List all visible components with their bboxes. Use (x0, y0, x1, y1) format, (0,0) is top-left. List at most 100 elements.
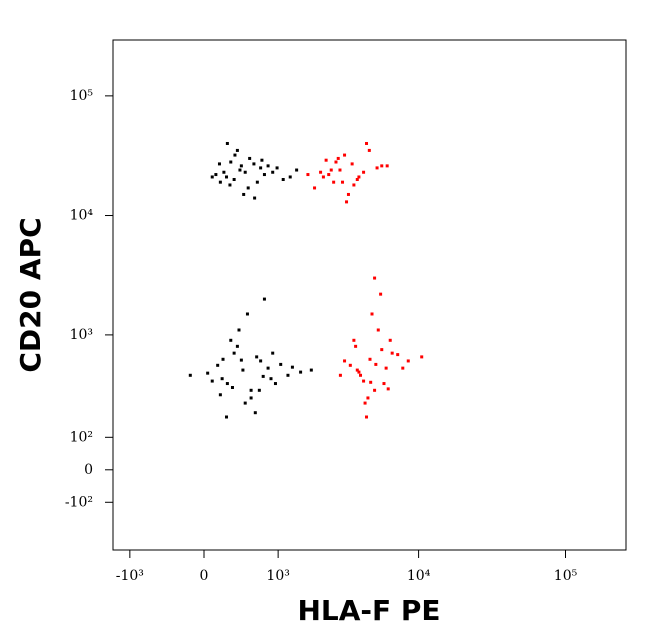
dot (380, 164, 384, 168)
dot (238, 168, 242, 172)
dot (233, 153, 237, 157)
dot (367, 148, 371, 152)
dot (255, 355, 259, 359)
dot (352, 183, 356, 187)
dot (376, 328, 380, 332)
dot (225, 141, 229, 145)
dot (386, 387, 390, 391)
dot (266, 164, 270, 168)
y-tick-label: -10² (65, 494, 93, 510)
dot (362, 379, 366, 383)
dot (271, 170, 275, 174)
dot (188, 373, 192, 377)
dot (220, 377, 224, 381)
dot (225, 382, 229, 386)
dot (255, 180, 259, 184)
dot (286, 373, 290, 377)
dot (355, 368, 359, 372)
dot (230, 386, 234, 390)
dot (379, 292, 383, 296)
dot (232, 178, 236, 182)
dot (242, 192, 246, 196)
dot (229, 160, 233, 164)
dot (245, 312, 249, 316)
dot (253, 411, 257, 415)
dot (327, 173, 331, 177)
dot (206, 371, 210, 375)
dot (368, 357, 372, 361)
dot (370, 312, 374, 316)
dot (329, 168, 333, 172)
dot (420, 355, 424, 359)
dot (279, 362, 283, 366)
dot (319, 170, 323, 174)
dot (357, 370, 361, 374)
dot (321, 175, 325, 179)
dot (259, 166, 263, 170)
dot (345, 200, 349, 204)
dot (232, 351, 236, 355)
dot (228, 183, 232, 187)
y-tick-label: 0 (84, 462, 93, 478)
dot (324, 158, 328, 162)
dot (249, 396, 253, 400)
dot (239, 358, 243, 362)
dot (306, 173, 310, 177)
dot (252, 162, 256, 166)
y-tick-label: 10⁴ (70, 208, 94, 224)
dot (396, 353, 400, 357)
dot (239, 164, 243, 168)
dot (352, 338, 356, 342)
y-axis-label: CD20 APC (14, 217, 47, 372)
dot (362, 170, 366, 174)
dot (259, 359, 263, 363)
dot (341, 180, 345, 184)
dot (260, 158, 264, 162)
dot (406, 359, 410, 363)
dot (373, 388, 377, 392)
x-tick-label: 10⁴ (407, 568, 431, 584)
dot (380, 348, 384, 352)
dot (221, 357, 225, 361)
dot (390, 351, 394, 355)
dot (354, 344, 358, 348)
dot (237, 328, 241, 332)
dot (338, 168, 342, 172)
dot (246, 186, 250, 190)
dot (348, 363, 352, 367)
dot (275, 166, 279, 170)
dot (295, 168, 299, 172)
dot (217, 162, 221, 166)
dot (281, 178, 285, 182)
dot (243, 170, 247, 174)
dot (225, 415, 229, 419)
dot (343, 153, 347, 157)
y-tick-label: 10² (70, 429, 93, 445)
dot (309, 368, 313, 372)
dot (253, 196, 257, 200)
dot (363, 401, 367, 405)
dot (243, 401, 247, 405)
dot (235, 148, 239, 152)
x-tick-label: -10³ (116, 568, 144, 584)
x-tick-label: 10⁵ (554, 568, 578, 584)
dot (290, 365, 294, 369)
dot (235, 344, 239, 348)
dot (288, 175, 292, 179)
plot-frame (112, 39, 627, 551)
dot (229, 338, 233, 342)
dot (359, 373, 363, 377)
dot (365, 141, 369, 145)
dot (357, 175, 361, 179)
dot (343, 359, 347, 363)
dot (262, 173, 266, 177)
dot (299, 370, 303, 374)
dot (369, 380, 373, 384)
dot (350, 162, 354, 166)
dot (241, 368, 245, 372)
dot (248, 156, 252, 160)
dot (384, 366, 388, 370)
dot (222, 170, 226, 174)
dot (313, 186, 317, 190)
